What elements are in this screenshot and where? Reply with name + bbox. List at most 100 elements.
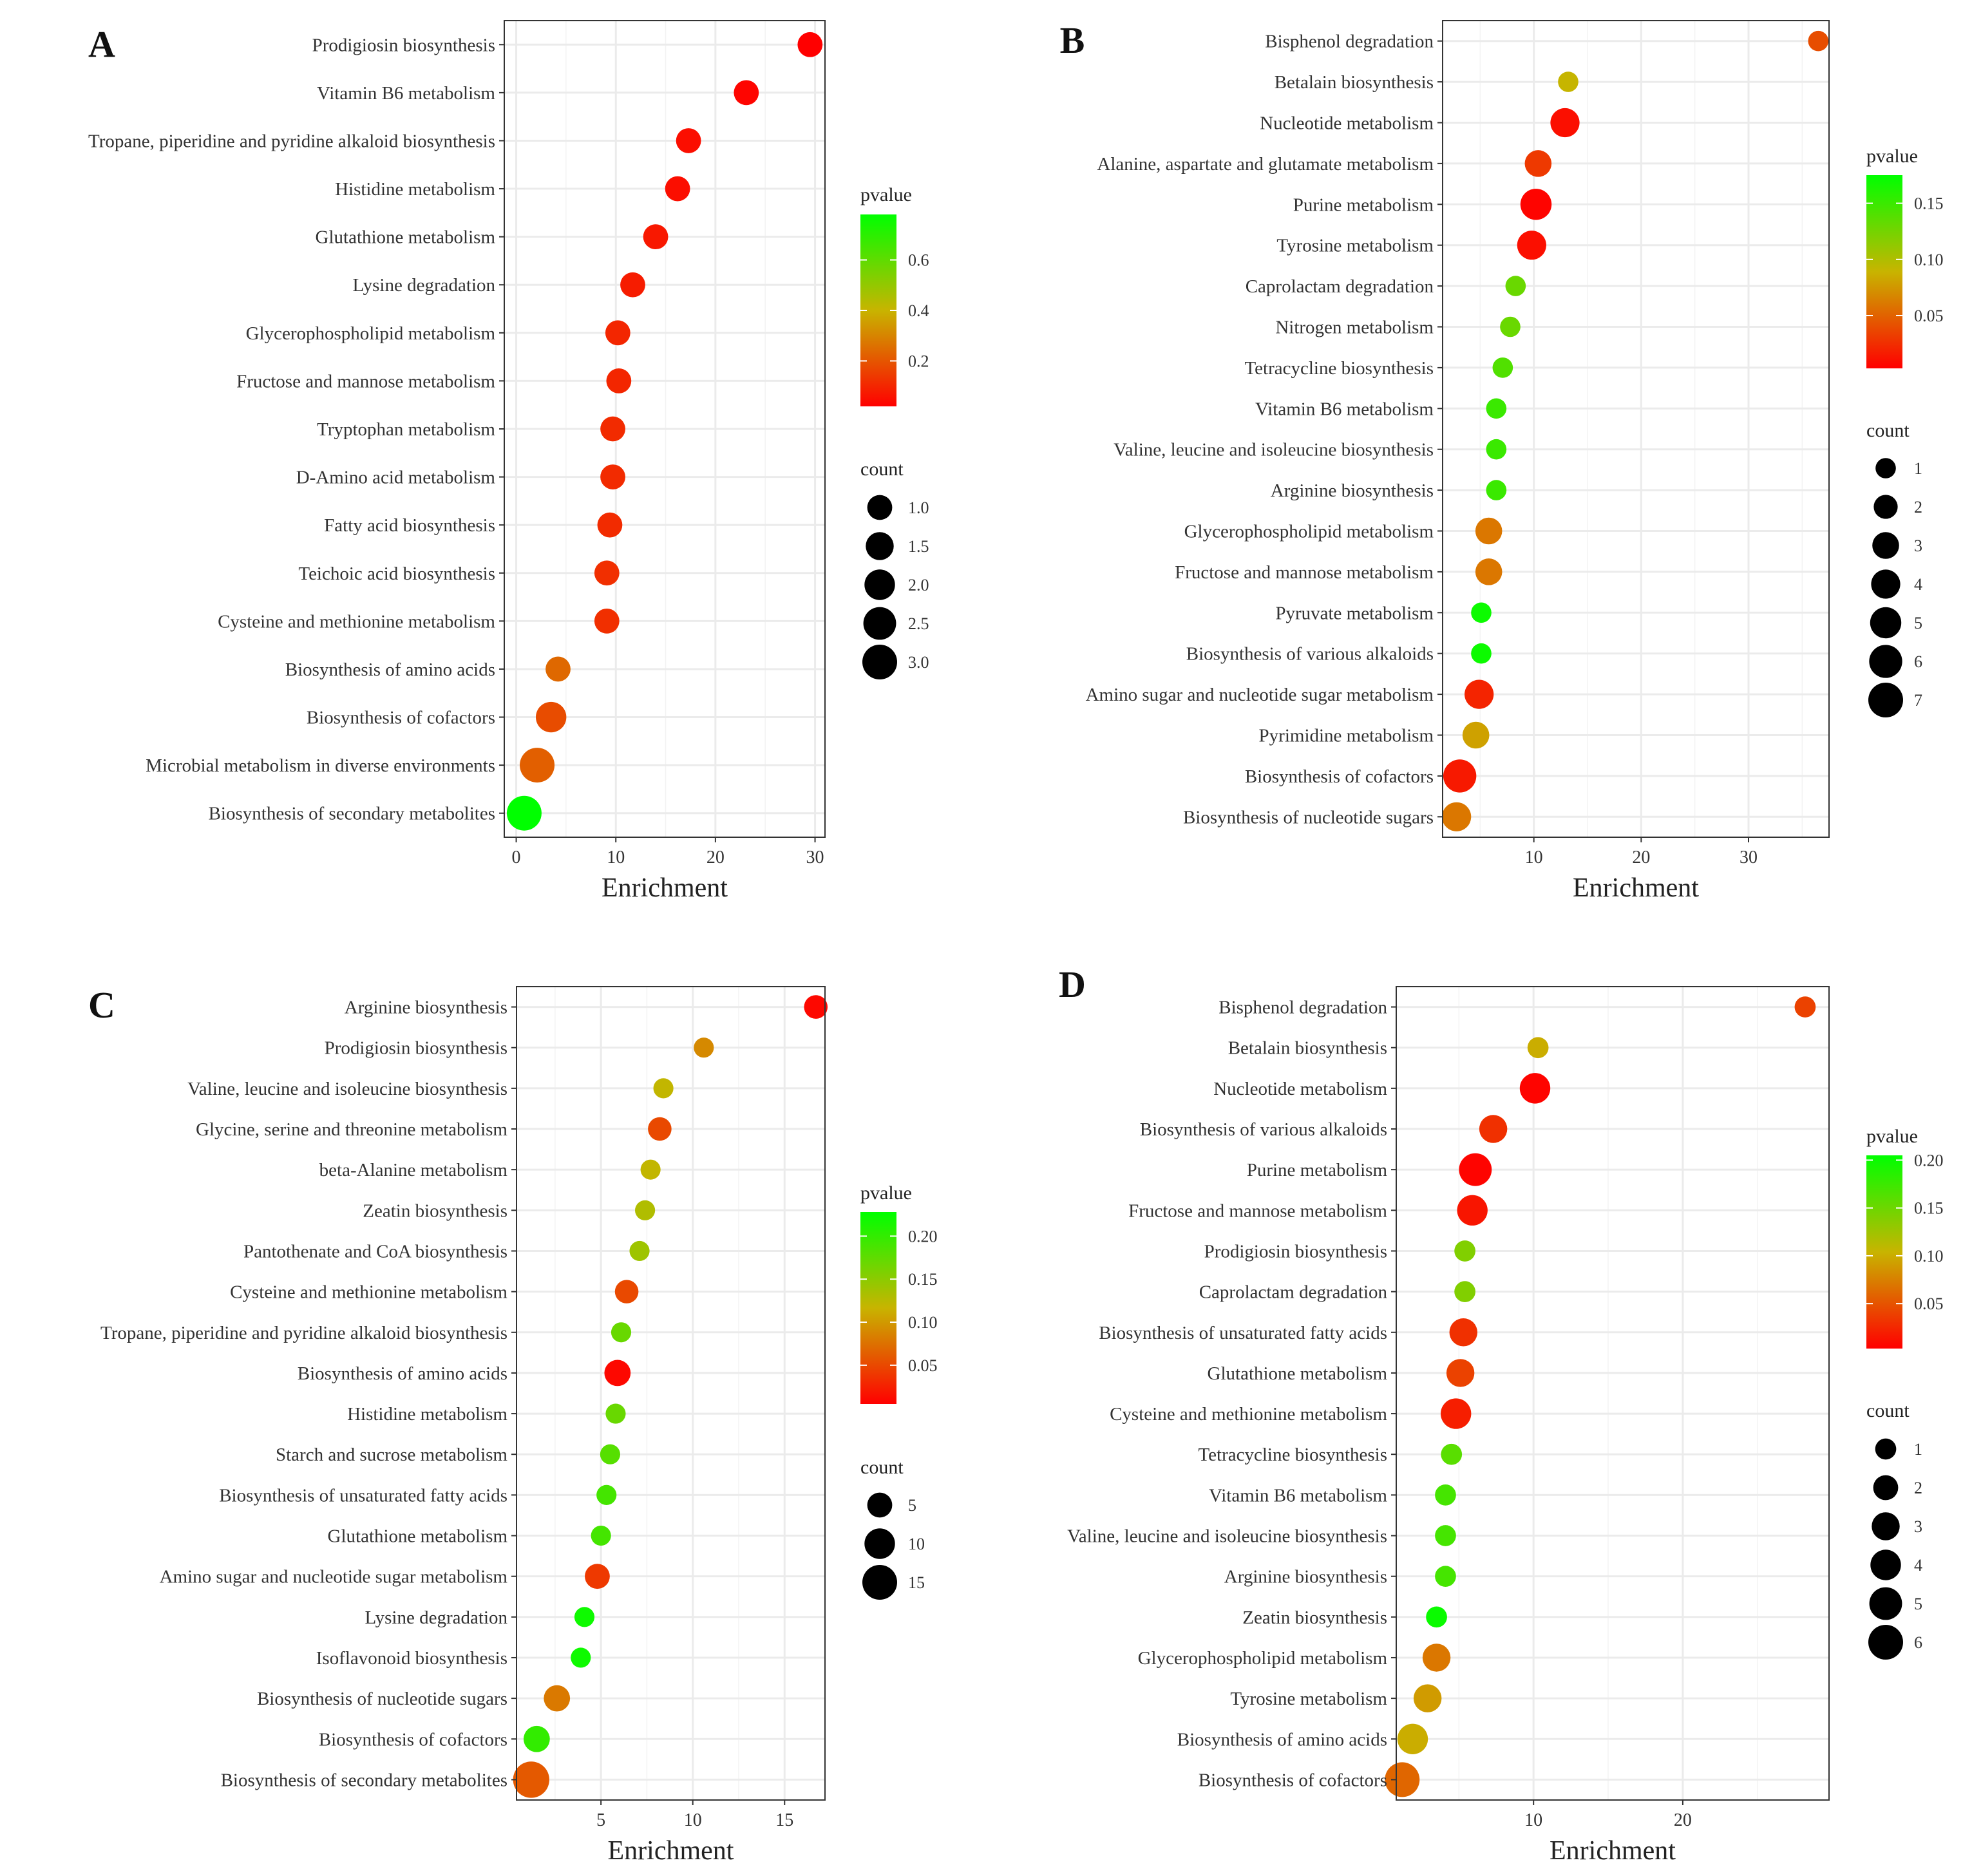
data-point [594, 608, 620, 634]
data-point [1443, 759, 1477, 793]
category-label: Amino sugar and nucleotide sugar metabol… [160, 1567, 508, 1587]
x-axis-title: Enrichment [608, 1836, 734, 1866]
category-label: Valine, leucine and isoleucine biosynthe… [1114, 440, 1434, 460]
category-label: Arginine biosynthesis [1271, 480, 1434, 501]
category-label: Arginine biosynthesis [1224, 1567, 1387, 1587]
count-legend-label: 15 [908, 1573, 925, 1592]
colorbar-tick-label: 0.6 [908, 251, 929, 270]
colorbar-tick-label: 0.10 [1914, 251, 1944, 269]
count-legend-dot [1869, 645, 1902, 678]
colorbar-tick-label: 0.20 [908, 1227, 938, 1246]
data-point [676, 128, 701, 153]
category-label: Pantothenate and CoA biosynthesis [243, 1241, 507, 1262]
x-tick-label: 5 [596, 1810, 605, 1830]
data-point [1441, 1443, 1463, 1465]
category-label: Lysine degradation [365, 1607, 508, 1628]
data-point [1492, 357, 1513, 378]
count-legend-dot [864, 569, 895, 600]
category-label: Glutathione metabolism [328, 1526, 508, 1547]
category-label: Valine, leucine and isoleucine biosynthe… [1067, 1526, 1387, 1547]
category-label: Biosynthesis of cofactors [307, 708, 495, 728]
colorbar-tick-label: 0.05 [1914, 307, 1944, 325]
category-label: Tyrosine metabolism [1230, 1689, 1387, 1709]
panel-d: Bisphenol degradation Betalain biosynthes… [1059, 963, 1943, 1866]
count-legend-label: 1.0 [908, 498, 929, 517]
data-point [1435, 1484, 1456, 1506]
data-point [1550, 108, 1580, 138]
data-point [1465, 679, 1494, 709]
data-point [1520, 189, 1552, 220]
pvalue-colorbar [1866, 175, 1902, 368]
data-point [600, 464, 625, 489]
count-legend-dot [1870, 1549, 1901, 1580]
panel-letter: B [1060, 19, 1085, 61]
data-point [1426, 1606, 1447, 1628]
category-label: Fructose and mannose metabolism [1175, 562, 1434, 583]
count-legend-label: 4 [1914, 1556, 1922, 1575]
data-point [620, 272, 645, 298]
count-legend-dot [864, 1528, 895, 1559]
category-label: Fatty acid biosynthesis [324, 515, 495, 536]
colorbar-tick-label: 0.10 [1914, 1247, 1944, 1265]
category-label: Biosynthesis of cofactors [1199, 1770, 1387, 1790]
data-point [1486, 439, 1507, 460]
data-point [1446, 1359, 1475, 1387]
data-point [1527, 1037, 1549, 1059]
category-label: Glycine, serine and threonine metabolism [196, 1119, 507, 1140]
data-point [1471, 643, 1492, 664]
panel-b: Bisphenol degradation Betalain biosynthes… [1060, 19, 1944, 903]
category-label: Pyruvate metabolism [1275, 603, 1434, 623]
data-point [1413, 1684, 1442, 1712]
data-point [600, 1444, 620, 1464]
data-point [1385, 1762, 1420, 1797]
category-label: Glutathione metabolism [1208, 1363, 1388, 1384]
count-legend-dot [866, 532, 894, 560]
data-point [734, 80, 759, 106]
data-point [1435, 1525, 1456, 1546]
data-point [594, 560, 620, 586]
colorbar-tick-label: 0.15 [908, 1270, 938, 1289]
colorbar-tick-label: 0.05 [908, 1356, 938, 1375]
data-point [600, 416, 625, 442]
x-tick-label: 20 [1632, 848, 1650, 867]
plot-area [1396, 987, 1829, 1800]
x-tick-label: 20 [1674, 1810, 1692, 1830]
category-label: Starch and sucrose metabolism [276, 1445, 507, 1465]
count-legend-label: 2.5 [908, 614, 929, 633]
colorbar-tick-label: 0.10 [908, 1313, 938, 1332]
x-tick-label: 20 [706, 848, 725, 867]
count-legend-label: 5 [1914, 1595, 1922, 1613]
category-label: Valine, leucine and isoleucine biosynthe… [187, 1079, 507, 1099]
count-legend-label: 3 [1914, 1517, 1922, 1536]
category-label: Caprolactam degradation [1199, 1282, 1388, 1303]
count-legend-title: count [1866, 1400, 1910, 1421]
category-label: Biosynthesis of cofactors [319, 1729, 507, 1750]
data-point [591, 1525, 611, 1546]
data-point [520, 748, 555, 783]
category-label: Glycerophospholipid metabolism [1184, 522, 1434, 542]
data-point [797, 32, 823, 57]
category-label: Microbial metabolism in diverse environm… [146, 755, 495, 776]
count-legend-dot [1871, 569, 1901, 599]
count-legend-label: 2.0 [908, 576, 929, 594]
colorbar-tick-label: 0.4 [908, 301, 929, 320]
panel-border [516, 986, 826, 1801]
data-point [513, 1761, 549, 1798]
category-label: Arginine biosynthesis [345, 998, 507, 1018]
count-legend-label: 3.0 [908, 653, 929, 672]
x-tick-label: 10 [1525, 848, 1543, 867]
category-label: Betalain biosynthesis [1275, 72, 1434, 93]
data-point [506, 795, 542, 831]
category-label: Biosynthesis of various alkaloids [1140, 1119, 1387, 1140]
data-point [597, 512, 623, 538]
category-label: Vitamin B6 metabolism [317, 83, 495, 104]
data-point [571, 1647, 591, 1668]
category-label: Purine metabolism [1247, 1160, 1388, 1180]
count-legend-label: 6 [1914, 1633, 1922, 1652]
x-axis-title: Enrichment [1573, 873, 1699, 903]
panel-letter: A [88, 23, 115, 65]
colorbar-tick-label: 0.15 [1914, 1199, 1944, 1218]
count-legend-dot [862, 1565, 897, 1600]
count-legend-label: 2 [1914, 498, 1922, 516]
category-label: Nucleotide metabolism [1260, 113, 1434, 134]
